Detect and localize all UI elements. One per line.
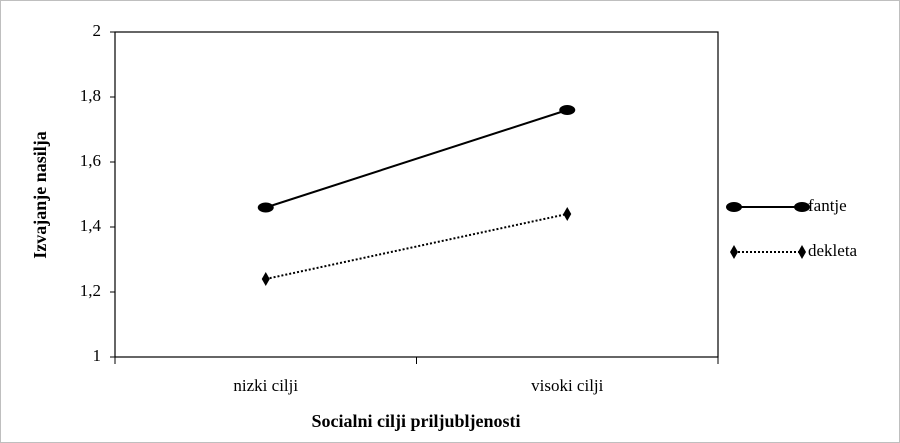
legend-label: fantje xyxy=(808,196,847,215)
marker xyxy=(559,105,576,115)
marker xyxy=(261,272,270,286)
legend-marker xyxy=(798,245,806,259)
y-axis-title: Izvajanje nasilja xyxy=(30,131,50,259)
x-axis-title: Socialni cilji priljubljenosti xyxy=(311,411,520,431)
y-tick-label: 1,8 xyxy=(80,86,101,105)
y-tick-label: 1,2 xyxy=(80,281,101,300)
y-tick-label: 1,4 xyxy=(80,216,102,235)
y-tick-label: 1 xyxy=(93,346,102,365)
legend-marker xyxy=(726,202,742,212)
x-tick-label: nizki cilji xyxy=(233,376,298,395)
marker xyxy=(563,207,572,221)
y-tick-label: 2 xyxy=(93,21,102,40)
legend-label: dekleta xyxy=(808,241,858,260)
legend-marker xyxy=(730,245,738,259)
legend-marker xyxy=(794,202,810,212)
x-tick-label: visoki cilji xyxy=(531,376,604,395)
y-tick-label: 1,6 xyxy=(80,151,101,170)
series-line xyxy=(265,213,568,280)
series-line xyxy=(265,109,568,209)
marker xyxy=(257,202,274,213)
